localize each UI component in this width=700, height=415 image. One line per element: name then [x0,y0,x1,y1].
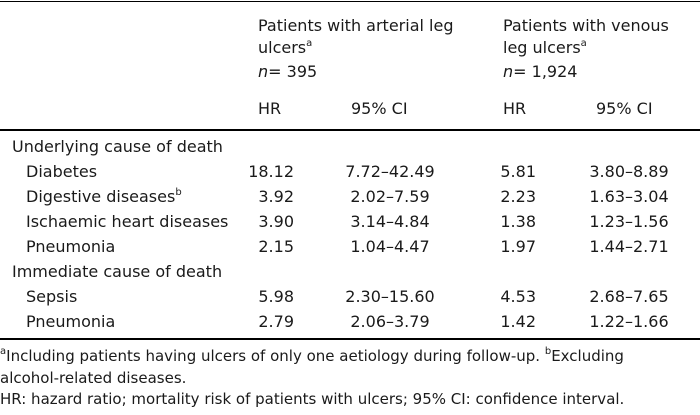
venous-hr-value: 1.42 [500,312,536,331]
venous-ci-header: 95% CI [596,99,653,118]
venous-ci-value: 1.63–3.04 [589,187,669,206]
row-label: Sepsis [26,287,78,306]
row-label: Pneumonia [26,312,116,331]
venous-ci-value: 1.22–1.66 [589,312,669,331]
top-rule [0,1,700,2]
venous-header-line2: leg ulcersa [503,37,587,57]
arterial-header-line1: Patients with arterial leg [258,16,454,35]
arterial-header-line2: ulcersa [258,37,313,57]
arterial-ci-value: 3.14–4.84 [350,212,430,231]
venous-ci-value: 2.68–7.65 [589,287,669,306]
arterial-hr-value: 2.15 [258,237,294,256]
arterial-ci-value: 7.72–42.49 [345,162,435,181]
arterial-hr-value: 3.92 [258,187,294,206]
venous-hr-value: 2.23 [500,187,536,206]
arterial-hr-header: HR [258,99,282,118]
venous-hr-value: 1.97 [500,237,536,256]
arterial-hr-value: 2.79 [258,312,294,331]
venous-ci-value: 3.80–8.89 [589,162,669,181]
row-label: Ischaemic heart diseases [26,212,229,231]
header-rule [0,129,700,131]
arterial-ci-header: 95% CI [351,99,408,118]
arterial-ci-value: 1.04–4.47 [350,237,430,256]
row-label: Pneumonia [26,237,116,256]
arterial-ci-value: 2.30–15.60 [345,287,435,306]
section-title: Immediate cause of death [12,262,223,281]
venous-header-line1: Patients with venous [503,16,669,35]
venous-ci-value: 1.44–2.71 [589,237,669,256]
arterial-hr-value: 18.12 [248,162,294,181]
footnote-abbreviations: HR: hazard ratio; mortality risk of pati… [0,390,625,408]
venous-hr-value: 1.38 [500,212,536,231]
row-label: Digestive diseasesb [26,186,182,206]
venous-hr-value: 5.81 [500,162,536,181]
arterial-hr-value: 5.98 [258,287,294,306]
venous-header-n: n= 1,924 [503,62,578,81]
section-title: Underlying cause of death [12,137,223,156]
venous-hr-value: 4.53 [500,287,536,306]
venous-hr-header: HR [503,99,527,118]
arterial-ci-value: 2.02–7.59 [350,187,430,206]
row-label: Diabetes [26,162,98,181]
arterial-hr-value: 3.90 [258,212,294,231]
arterial-ci-value: 2.06–3.79 [350,312,430,331]
footnote-b-continued: alcohol-related diseases. [0,369,187,387]
bottom-rule [0,338,700,340]
arterial-header-n: n= 395 [258,62,318,81]
footnote-a: aIncluding patients having ulcers of onl… [0,346,624,366]
venous-ci-value: 1.23–1.56 [589,212,669,231]
